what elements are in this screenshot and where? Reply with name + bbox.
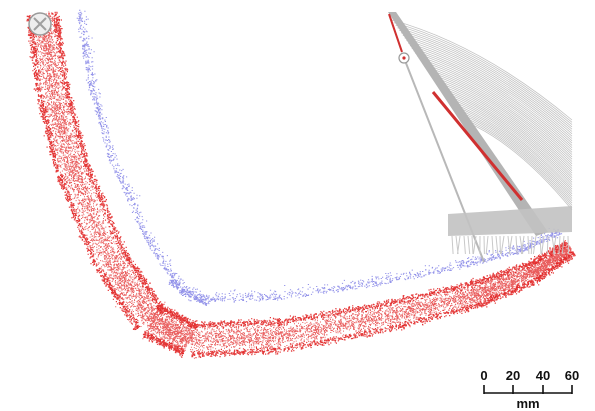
scale-label-60: 60 [565, 368, 579, 383]
blue-point-cloud [76, 9, 563, 306]
scale-label-0: 0 [480, 368, 487, 383]
deck-band [448, 206, 572, 236]
scale-label-20: 20 [506, 368, 520, 383]
deck-hatching [451, 235, 569, 255]
marker-dot [402, 56, 406, 60]
cable-lines [391, 19, 573, 211]
red-points-path [28, 11, 574, 359]
red-points-dense-path [26, 11, 576, 359]
scale-unit: mm [516, 396, 539, 411]
member-red-edge-upper [388, 13, 403, 53]
deck-hatch-lines [451, 235, 569, 255]
scale-label-40: 40 [536, 368, 550, 383]
inclined-member [388, 12, 548, 236]
corner-marker-icon [28, 12, 52, 36]
red-point-cloud [26, 11, 576, 359]
scale-bar: 0 20 40 60 mm [480, 368, 579, 411]
blue-points-path [76, 9, 563, 306]
gray-structure [388, 12, 573, 263]
member-red-edge-lower [431, 91, 524, 201]
cable-fan [391, 19, 573, 211]
